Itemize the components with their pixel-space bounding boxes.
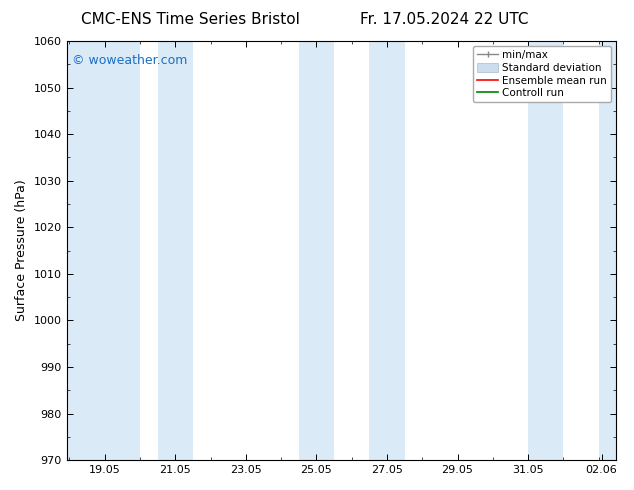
Bar <box>158 41 193 460</box>
Bar <box>528 41 564 460</box>
Text: © woweather.com: © woweather.com <box>72 53 188 67</box>
Bar <box>67 41 140 460</box>
Text: CMC-ENS Time Series Bristol: CMC-ENS Time Series Bristol <box>81 12 300 27</box>
Bar <box>598 41 616 460</box>
Y-axis label: Surface Pressure (hPa): Surface Pressure (hPa) <box>15 180 28 321</box>
Text: Fr. 17.05.2024 22 UTC: Fr. 17.05.2024 22 UTC <box>359 12 528 27</box>
Bar <box>299 41 334 460</box>
Legend: min/max, Standard deviation, Ensemble mean run, Controll run: min/max, Standard deviation, Ensemble me… <box>473 46 611 102</box>
Bar <box>370 41 404 460</box>
